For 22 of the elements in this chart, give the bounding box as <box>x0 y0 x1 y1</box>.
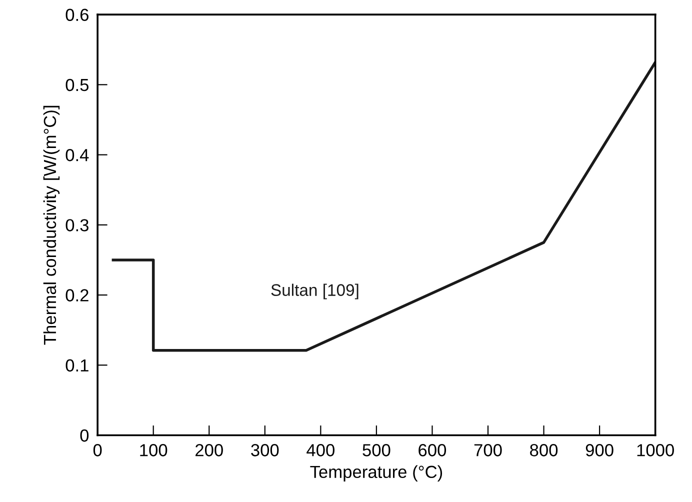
x-axis-title: Temperature (°C) <box>310 465 442 482</box>
x-tick-label: 700 <box>474 444 502 456</box>
y-tick-label: 0.2 <box>66 289 88 302</box>
x-tick-label: 600 <box>418 444 446 456</box>
x-tick-label: 100 <box>140 444 168 456</box>
x-tick-label: 900 <box>586 444 614 456</box>
y-tick-label: 0.1 <box>66 359 88 372</box>
y-tick-label: 0.6 <box>66 8 88 22</box>
y-axis-title: Thermal conductivity [W/(m°C)] <box>43 106 60 345</box>
x-tick-label: 1000 <box>637 444 674 456</box>
x-tick-label: 400 <box>306 444 334 456</box>
y-tick-label: 0.5 <box>66 78 89 92</box>
x-tick-label: 200 <box>196 444 223 456</box>
line-series <box>112 60 656 352</box>
y-tick-label: 0 <box>80 429 89 442</box>
series-label: Sultan [109] <box>271 284 358 300</box>
x-tick-label: 500 <box>362 444 390 456</box>
y-tick-label: 0.3 <box>66 219 88 232</box>
x-tick-label: 300 <box>251 444 279 456</box>
y-tick-label: 0.4 <box>66 148 89 162</box>
x-tick-label: 0 <box>93 444 102 456</box>
x-tick-label: 800 <box>530 444 558 456</box>
